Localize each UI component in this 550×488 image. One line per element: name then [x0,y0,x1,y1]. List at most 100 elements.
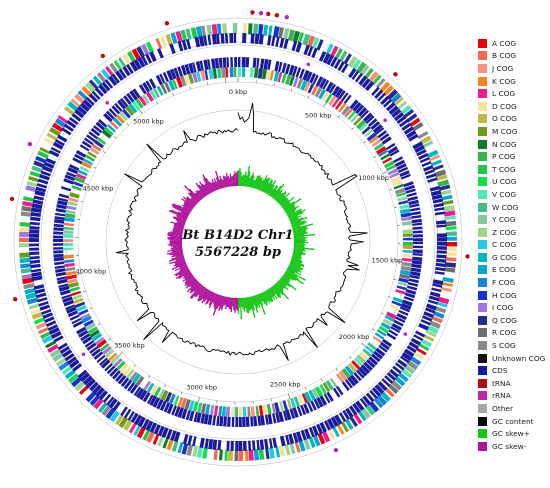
legend-item: P COG [478,150,550,163]
gene-feature [112,401,122,412]
gene-feature [155,38,163,50]
gene-feature [250,33,255,44]
tick-mark [108,338,111,341]
gene-feature [188,410,195,422]
gene-feature [26,297,39,305]
rna-marker [284,15,289,20]
gc-skew-bar [274,192,282,201]
gene-feature [207,34,212,46]
gene-feature [409,207,421,212]
gene-feature [134,414,143,426]
gc-skew-bar [290,216,308,224]
gene-feature [145,420,154,432]
gene-feature [294,441,301,453]
gene-feature [314,386,324,397]
gc-content-ring [115,102,368,361]
gene-feature [325,43,334,55]
gc-skew-bar [276,192,287,203]
gene-feature [65,267,76,272]
gc-skew-bar [233,297,236,311]
gene-feature [206,24,213,37]
gene-feature [372,124,383,134]
gene-feature [332,387,341,398]
gene-feature [63,242,74,247]
gene-feature [61,294,72,300]
gene-feature [66,274,77,280]
gene-feature [435,174,448,182]
gc-skew-bar [204,183,211,194]
rna-marker [393,72,398,77]
gene-feature [133,386,142,397]
gc-skew-bar [265,180,274,194]
gene-feature [233,33,237,44]
gene-feature [47,324,58,331]
gene-feature [392,365,402,375]
gene-feature [69,286,80,293]
legend-swatch [478,303,487,313]
gene-feature [139,389,148,401]
gene-feature [317,432,326,445]
gene-feature [369,135,379,144]
gc-skew-bar [177,204,191,214]
gc-skew-bar [246,171,251,187]
gene-feature [364,67,374,79]
gc-skew-bar [280,198,289,207]
gene-feature [264,438,269,450]
gc-skew-bar [256,294,261,305]
gc-skew-bar [173,216,187,222]
gc-skew-bar [289,215,302,222]
gene-feature [428,295,440,302]
gene-feature [258,405,264,416]
gene-feature [123,408,132,419]
gene-feature [242,440,247,451]
gc-skew-bar [253,295,259,309]
gene-feature [91,348,101,357]
gc-skew-bar [184,185,200,202]
gene-feature [138,96,147,107]
gene-feature [129,371,138,382]
gene-feature [434,306,447,314]
gene-feature [66,306,77,314]
gene-feature [85,81,97,94]
tick-mark [180,391,183,395]
gene-feature [67,101,79,112]
gene-feature [39,146,51,155]
gene-feature [283,38,289,49]
gene-feature [401,220,413,226]
gene-feature [292,407,299,418]
gene-feature [378,149,388,157]
gc-skew-bar [277,280,286,290]
gene-feature [238,449,244,461]
gene-feature [152,397,161,408]
gene-feature [61,365,73,375]
gc-skew-bar [293,249,303,253]
legend-label: H COG [492,290,517,300]
gene-feature [143,380,151,391]
gene-feature [41,309,52,315]
gene-feature [311,388,320,399]
gc-skew-bar [200,185,208,196]
gene-feature [285,434,290,446]
gc-skew-bar [263,291,271,304]
gc-skew-bar [245,165,251,187]
gene-feature [257,415,262,426]
gene-feature [34,190,46,197]
gc-skew-bar [258,293,264,306]
gene-feature [336,423,345,435]
gc-skew-bar [232,297,235,307]
gene-feature [365,115,375,124]
gene-feature [168,393,176,405]
gc-skew-bar [279,197,288,206]
gene-feature [382,318,393,327]
gc-skew-bar [272,183,285,199]
gene-feature [334,100,343,110]
gene-feature [96,339,107,349]
gene-feature [266,403,272,415]
gene-feature [431,194,443,201]
gene-feature [109,120,119,130]
gene-feature [225,406,231,417]
gene-feature [377,381,388,391]
gene-feature [298,439,306,452]
